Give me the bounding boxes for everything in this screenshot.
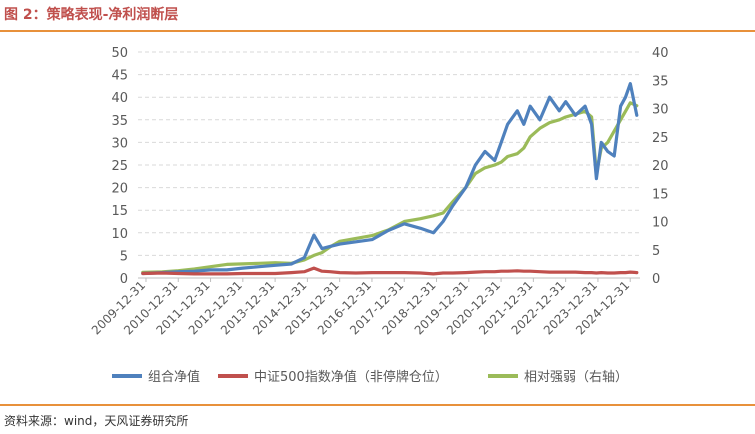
right-tick-label: 40: [652, 46, 669, 61]
legend: 组合净值 中证500指数净值（非停牌仓位） 相对强弱（右轴）: [112, 369, 628, 385]
left-tick-label: 15: [111, 204, 128, 219]
figure-title: 图 2：策略表现-净利润断层: [4, 7, 179, 23]
right-axis-ticks: 0 5 10 15 20 25 30 35 40: [652, 46, 669, 287]
legend-label: 中证500指数净值（非停牌仓位）: [254, 369, 448, 385]
left-axis-ticks: 0 5 10 15 20 25 30 35 40 45 50: [111, 46, 128, 287]
source-note: 资料来源：wind，天风证券研究所: [4, 414, 189, 428]
line-chart: 0 5 10 15 20 25 30 35 40 45 50 0 5 10 15 20 25 30 35 40 20…: [89, 46, 669, 385]
bottom-divider: [0, 404, 755, 406]
left-tick-label: 45: [111, 69, 128, 84]
right-tick-label: 25: [652, 131, 669, 146]
right-tick-label: 30: [652, 103, 669, 118]
left-tick-label: 0: [120, 272, 128, 287]
right-tick-label: 35: [652, 74, 669, 89]
left-tick-label: 40: [111, 91, 128, 106]
left-tick-label: 20: [111, 182, 128, 197]
left-tick-label: 35: [111, 114, 128, 129]
top-divider: [0, 30, 755, 32]
left-tick-label: 25: [111, 159, 128, 174]
gridlines: [138, 51, 640, 256]
left-tick-label: 10: [111, 227, 128, 242]
series-line-2: [141, 266, 639, 276]
right-tick-label: 15: [652, 187, 669, 202]
right-tick-label: 20: [652, 159, 669, 174]
left-tick-label: 50: [111, 46, 128, 61]
left-tick-label: 5: [120, 249, 128, 264]
right-tick-label: 0: [652, 272, 660, 287]
right-tick-label: 10: [652, 216, 669, 231]
legend-label: 组合净值: [148, 369, 200, 385]
x-axis: 2009-12-312010-12-312011-12-312012-12-31…: [89, 277, 640, 337]
right-tick-label: 5: [652, 244, 660, 259]
series-line-1: [141, 81, 639, 276]
legend-label: 相对强弱（右轴）: [524, 370, 628, 385]
series-lines: [141, 81, 639, 276]
left-tick-label: 30: [111, 136, 128, 151]
